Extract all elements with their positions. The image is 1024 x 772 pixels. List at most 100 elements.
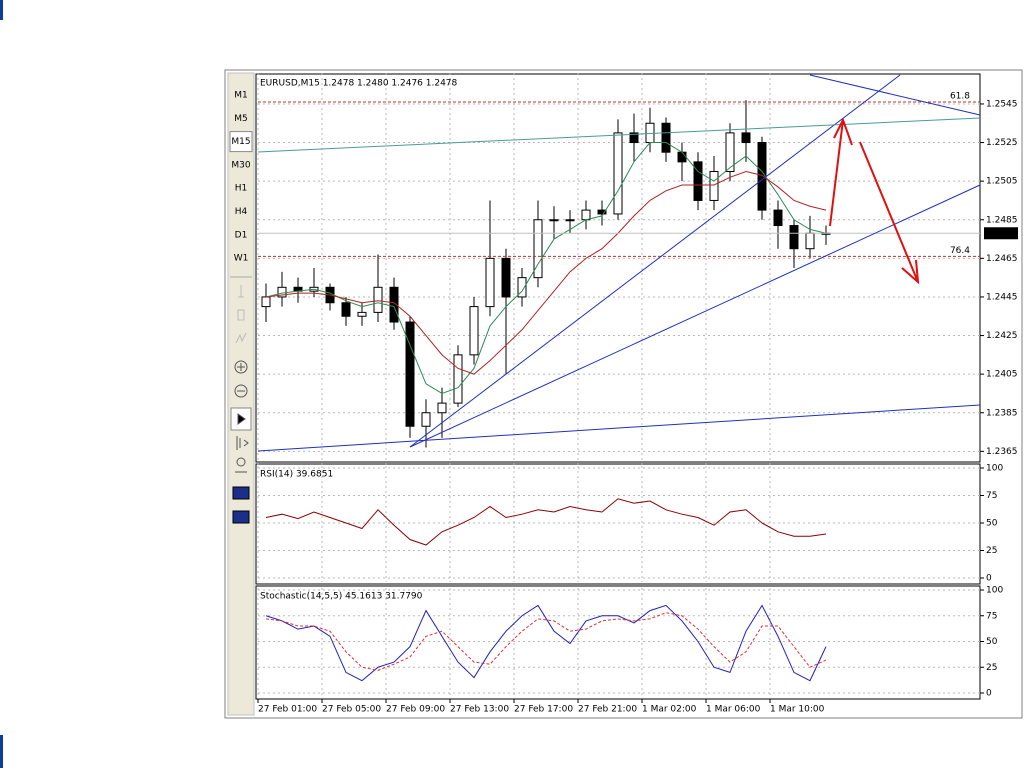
candle-body [453, 354, 463, 404]
tool-icons [230, 276, 252, 524]
y-tick-label: 100 [986, 586, 1003, 596]
timeframe-button[interactable]: H4 [235, 207, 248, 217]
y-tick-label: 1.2365 [986, 447, 1018, 457]
candle-body [597, 209, 607, 215]
indicator-line [265, 170, 827, 375]
candle-body [645, 122, 655, 144]
x-tick-label: 27 Feb 13:00 [450, 705, 509, 715]
edge-mark [0, 0, 3, 20]
forecast-arrows [829, 117, 920, 285]
timeframe-button[interactable]: D1 [235, 230, 248, 240]
candle-body [613, 132, 623, 215]
y-tick-label: 0 [986, 574, 992, 584]
arrow-up [829, 119, 844, 227]
y-tick-label: 75 [986, 611, 997, 621]
timeframe-button[interactable]: M30 [231, 160, 250, 170]
y-tick-label: 1.2485 [986, 215, 1018, 225]
y-tick-label: 25 [986, 663, 997, 673]
y-tick-label: 1.2545 [986, 99, 1018, 109]
x-tick-label: 27 Feb 17:00 [514, 705, 573, 715]
y-tick-label: 1.2505 [986, 177, 1018, 187]
y-tick-label: 1.2385 [986, 408, 1018, 418]
y-tick-label: 25 [986, 546, 997, 556]
panel-title: EURUSD,M15 1.2478 1.2480 1.2476 1.2478 [260, 79, 458, 89]
autoscroll-icon[interactable] [236, 436, 249, 450]
candle-body [725, 132, 735, 172]
edge-mark [0, 735, 3, 768]
stochastic-panel [255, 585, 981, 700]
zoom-out[interactable] [234, 384, 248, 398]
indicator-window-icon[interactable] [232, 486, 250, 500]
tool-bar-icon[interactable] [238, 285, 244, 298]
timeframe-button[interactable]: M5 [234, 114, 248, 124]
candle-body [789, 225, 799, 250]
toolbar [227, 72, 255, 716]
candle-body [485, 257, 495, 308]
trend-line [809, 74, 981, 116]
candle-body [437, 402, 447, 414]
y-tick-label: 1.2525 [986, 138, 1018, 148]
indicator-line [265, 612, 827, 671]
indicator-line [265, 604, 827, 682]
candle-body [677, 151, 687, 163]
indicator-window-icon[interactable] [232, 510, 250, 524]
candle-body [581, 209, 591, 221]
y-tick-label: 50 [986, 519, 998, 529]
y-tick-label: 1.2425 [986, 331, 1018, 341]
panel-title: Stochastic(14,5,5) 45.1613 31.7790 [260, 592, 423, 602]
zoom-in-plus [237, 363, 245, 371]
candle-body [773, 209, 783, 227]
last-price-label: 1.2478 [986, 229, 1018, 239]
timeframe-active [229, 131, 253, 153]
y-tick-label: 1.2405 [986, 370, 1018, 380]
arrow-down [859, 141, 919, 283]
candle-body [341, 302, 351, 317]
y-tick-label: 0 [986, 689, 992, 699]
candle-body [405, 321, 415, 427]
candle-body [629, 132, 639, 144]
candle-body [357, 311, 367, 317]
y-tick-label: 100 [986, 464, 1003, 474]
y-tick-label: 1.2445 [986, 292, 1018, 302]
price-panel [255, 73, 981, 463]
arrow-head [833, 117, 853, 146]
zoom-in[interactable] [234, 360, 248, 374]
tool-line-icon[interactable] [235, 332, 247, 344]
timeframe-button[interactable]: M1 [234, 91, 248, 101]
trend-lines [257, 74, 981, 452]
timeframe-button[interactable]: M15 [231, 137, 250, 147]
timeframe-button[interactable]: H1 [235, 184, 248, 194]
scroll-icon [237, 413, 246, 425]
arrow-head [901, 259, 920, 285]
candle-body [261, 296, 271, 308]
template-icon[interactable] [236, 457, 246, 467]
y-tick-label: 75 [986, 491, 997, 501]
indicator-line [265, 142, 827, 395]
candle-body [421, 412, 431, 427]
fib-level-label: 76.4 [950, 246, 970, 256]
x-tick-label: 27 Feb 21:00 [578, 705, 637, 715]
candle-body [565, 219, 575, 222]
fib-level-label: 61.8 [950, 92, 970, 102]
x-tick-label: 1 Mar 02:00 [642, 705, 697, 715]
candle-body [517, 277, 527, 298]
x-tick-label: 27 Feb 09:00 [386, 705, 445, 715]
timeframe-button[interactable]: W1 [234, 254, 249, 264]
tool-candle-icon[interactable] [237, 309, 245, 321]
window-frame [224, 69, 1023, 719]
trend-line [409, 184, 981, 448]
candle-body [661, 122, 671, 153]
candle-body [373, 286, 383, 313]
plot-layers: 27 Feb 01:00 27 Feb 05:00 27 Feb 09:00 27 F… [257, 73, 1018, 715]
candle-body [549, 219, 559, 222]
channel-line [257, 117, 981, 153]
y-tick-label: 1.2465 [986, 254, 1018, 264]
trend-line [409, 74, 901, 448]
candle-body [693, 161, 703, 201]
y-tick-label: 50 [986, 637, 998, 647]
candle-body [389, 286, 399, 323]
candle-body [741, 132, 751, 144]
panel-title: RSI(14) 39.6851 [260, 470, 333, 480]
candle-body [533, 219, 543, 279]
